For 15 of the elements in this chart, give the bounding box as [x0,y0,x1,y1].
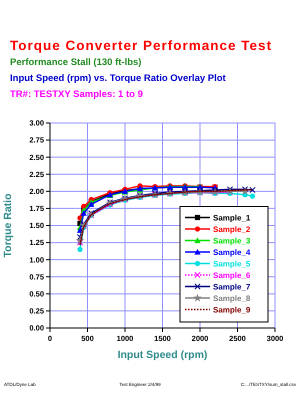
legend-label: Sample_7 [213,282,251,292]
y-axis-title: Torque Ratio [2,194,14,258]
text: TR#: TESTXY Samples: 1 to 9 [10,89,143,100]
legend-label: Sample_1 [213,214,251,222]
legend-label: Sample_4 [213,248,251,257]
chart-title: Torque Converter Performance Test [10,38,272,53]
legend-label: Sample_6 [213,271,251,280]
legend-label: Sample_9 [213,306,251,314]
legend-label: Sample_3 [213,236,251,246]
legend-label: Sample_2 [213,225,251,234]
text: Performance Stall (130 ft-lbs) [10,57,142,68]
text: Input Speed (rpm) vs. Torque Ratio Overlay Plot [10,73,226,84]
legend-label: Sample_8 [213,294,251,303]
legend-label: Sample_5 [213,260,251,268]
x-axis-title: Input Speed (rpm) [118,349,208,361]
